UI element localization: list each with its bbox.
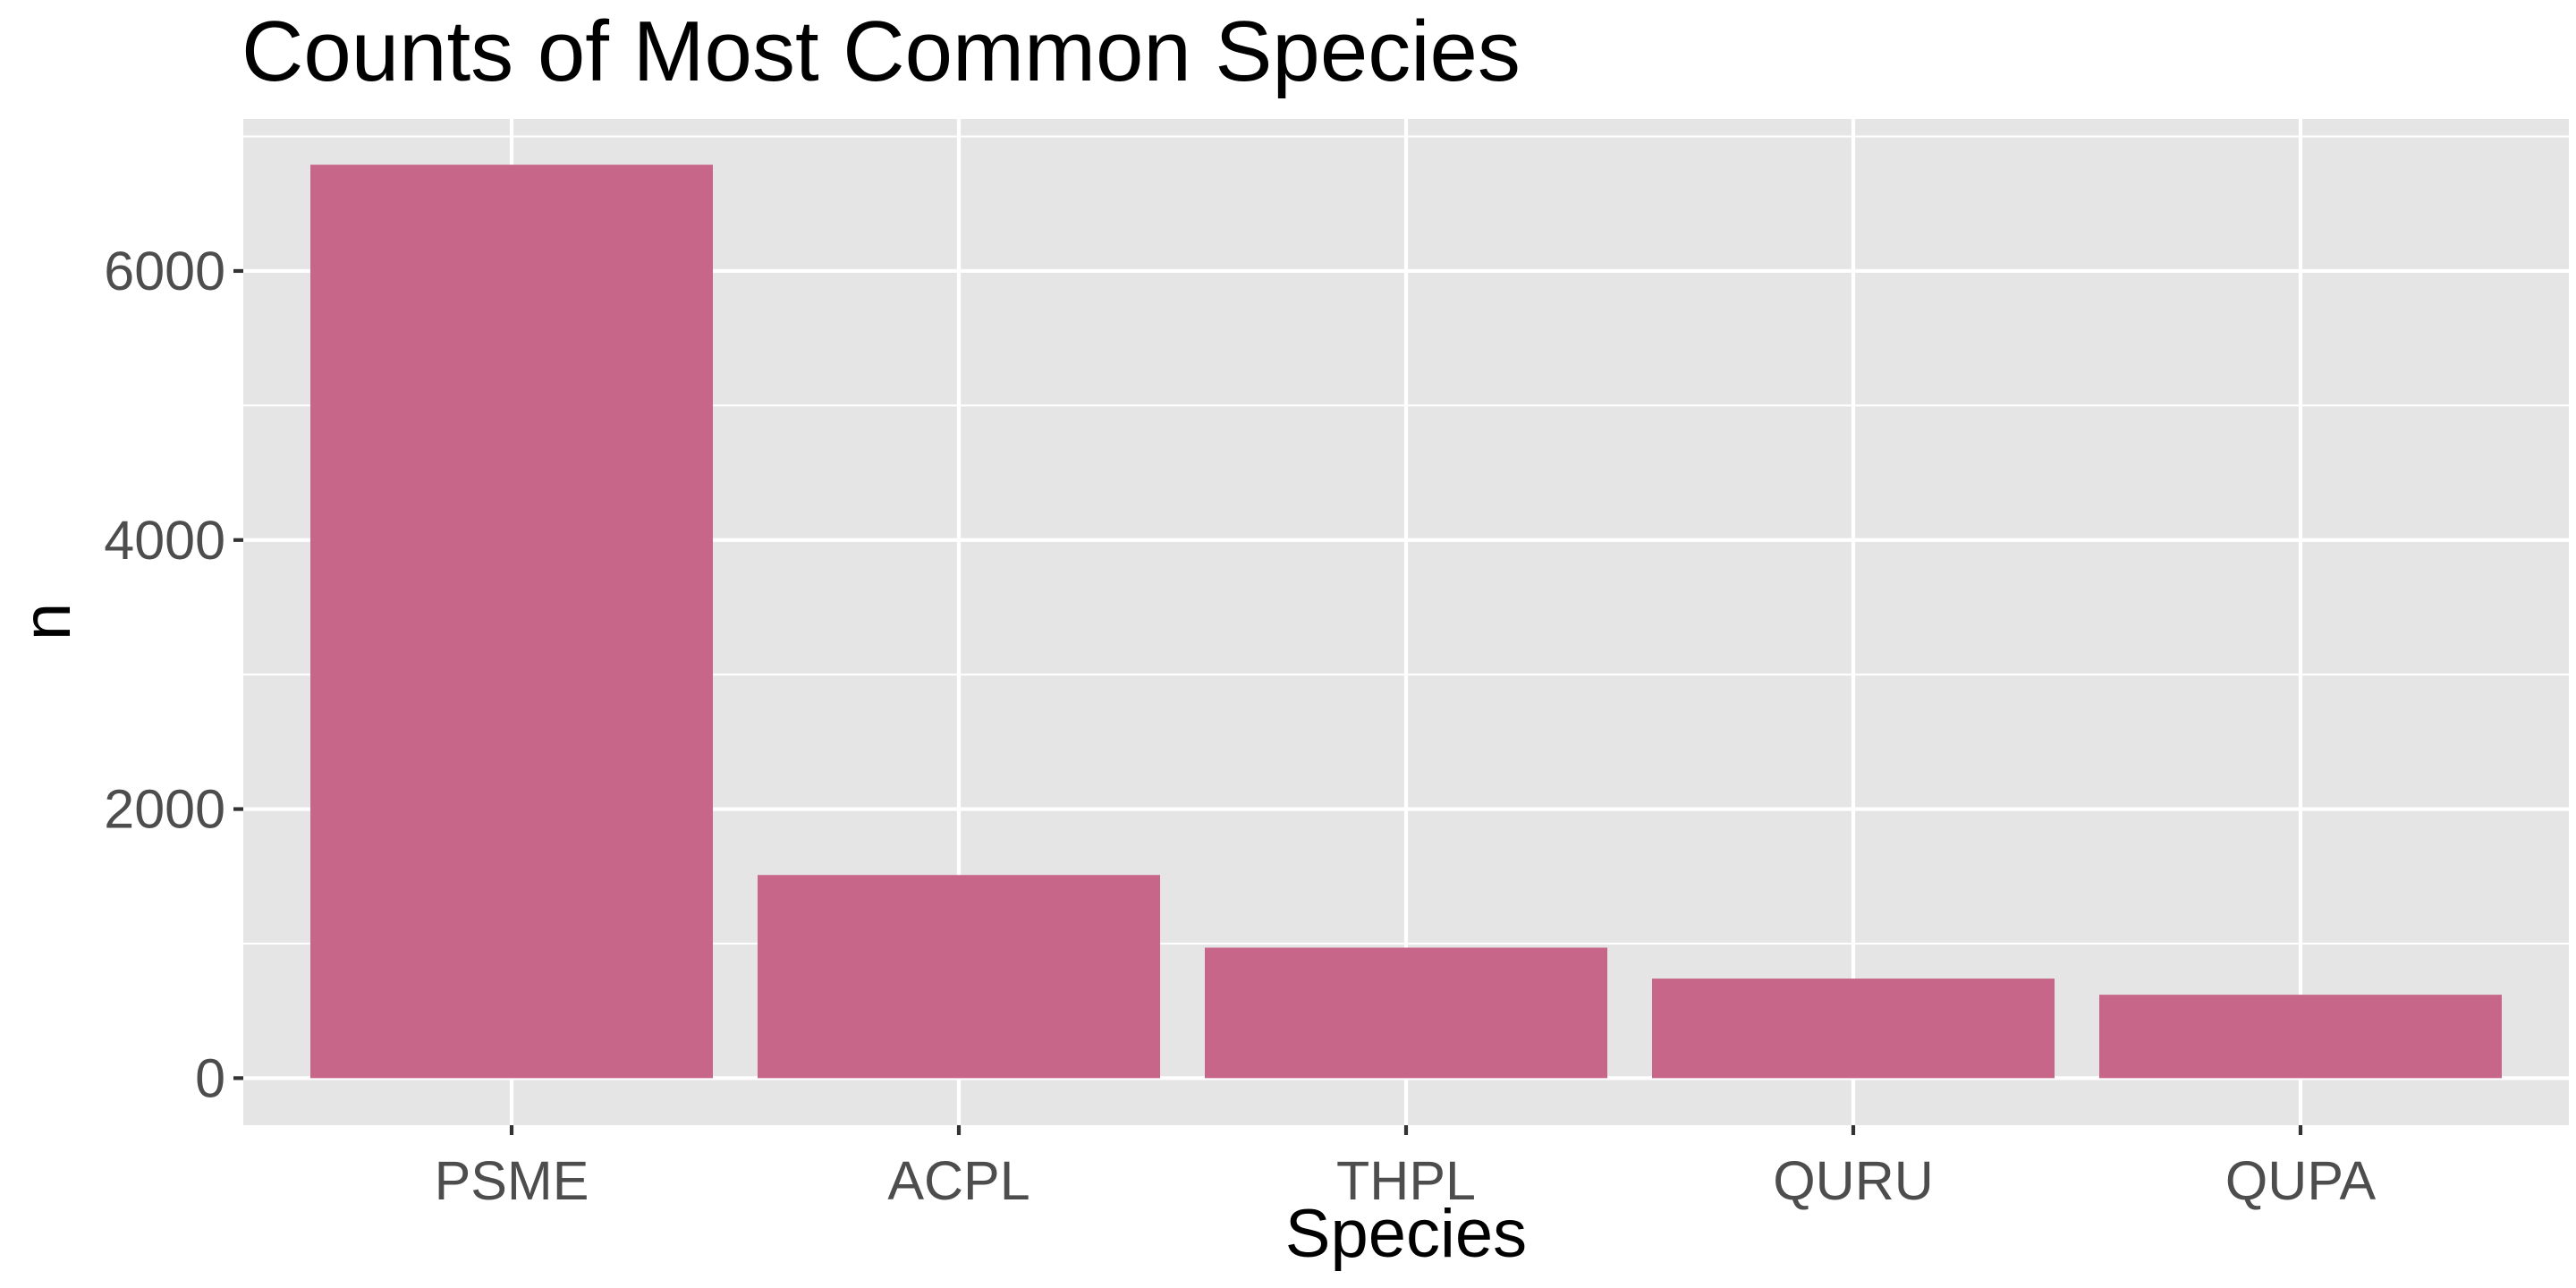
bar-psme — [310, 165, 713, 1079]
bar-quru — [1652, 979, 2055, 1079]
x-tick-label-acpl: ACPL — [887, 1150, 1030, 1211]
x-tick-label-thpl: THPL — [1336, 1150, 1476, 1211]
x-tick-label-qupa: QUPA — [2225, 1150, 2377, 1211]
y-axis: 0 2000 4000 6000 — [104, 241, 243, 1108]
x-axis-title: Species — [1285, 1196, 1527, 1272]
bar-thpl — [1205, 947, 1607, 1079]
x-tick-label-psme: PSME — [435, 1150, 589, 1211]
y-axis-title: n — [9, 603, 85, 640]
chart-title: Counts of Most Common Species — [242, 4, 1521, 99]
x-tick-label-quru: QURU — [1773, 1150, 1934, 1211]
y-tick-label: 0 — [195, 1047, 225, 1108]
bar-acpl — [758, 875, 1160, 1079]
y-tick-label: 6000 — [104, 241, 225, 301]
bars-group — [310, 165, 2502, 1079]
y-tick-label: 4000 — [104, 510, 225, 571]
y-tick-label: 2000 — [104, 779, 225, 840]
x-axis: PSME ACPL THPL QURU QUPA — [435, 1125, 2377, 1211]
bar-qupa — [2099, 995, 2502, 1079]
